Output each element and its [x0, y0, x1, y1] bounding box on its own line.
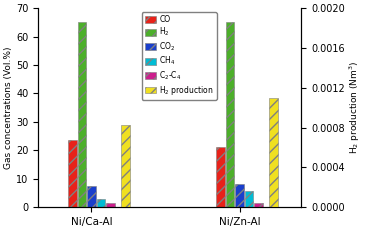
- Bar: [216, 147, 225, 207]
- Legend: CO, H$_2$, CO$_2$, CH$_4$, C$_2$-C$_4$, H$_2$ production: CO, H$_2$, CO$_2$, CH$_4$, C$_2$-C$_4$, …: [142, 12, 217, 100]
- Bar: [122, 125, 130, 207]
- Bar: [235, 184, 244, 207]
- Bar: [78, 22, 86, 207]
- Y-axis label: H$_2$ production (Nm$^3$): H$_2$ production (Nm$^3$): [347, 61, 362, 154]
- Y-axis label: Gas concentrations (Vol.%): Gas concentrations (Vol.%): [4, 46, 13, 169]
- Bar: [226, 22, 234, 207]
- Bar: [245, 191, 253, 207]
- Bar: [269, 98, 278, 207]
- Bar: [68, 140, 77, 207]
- Bar: [106, 203, 115, 207]
- Bar: [97, 199, 105, 207]
- Bar: [87, 186, 96, 207]
- Bar: [254, 203, 262, 207]
